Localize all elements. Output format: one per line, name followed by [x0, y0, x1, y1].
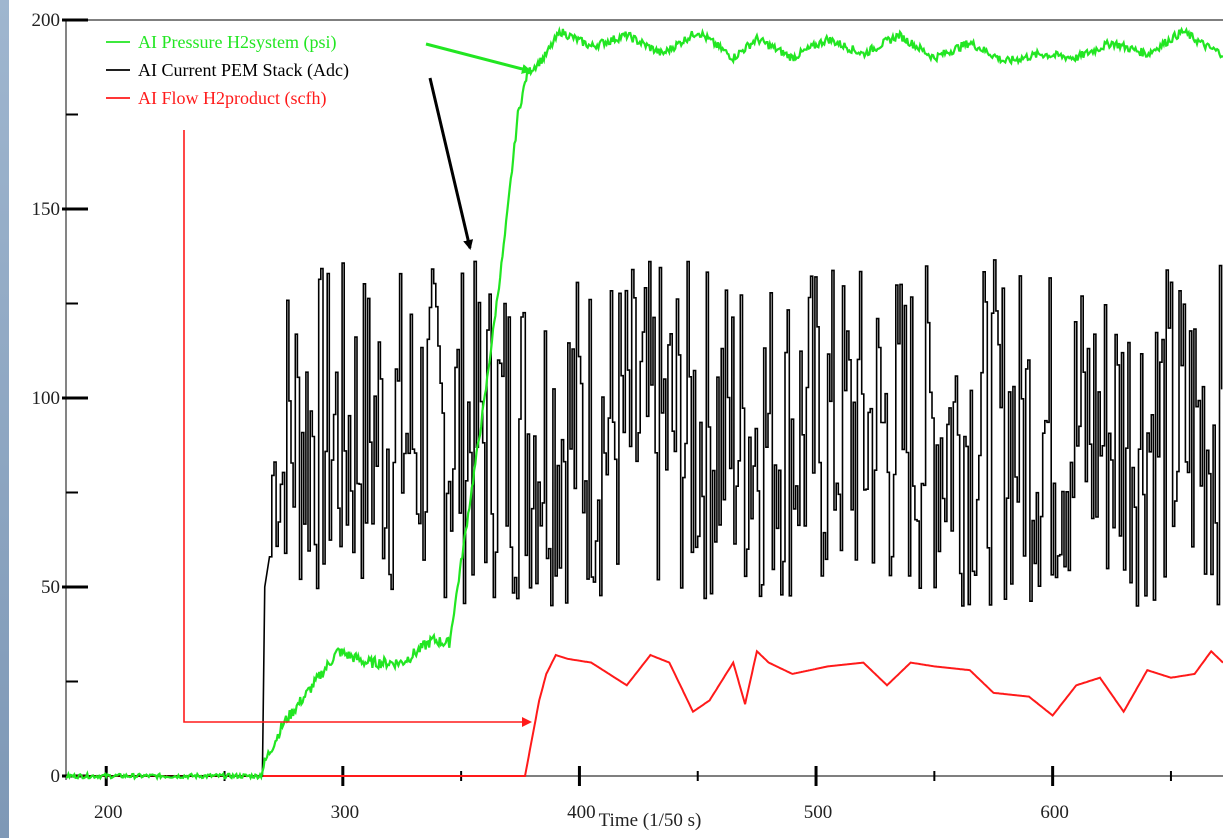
x-tick-label: 300 [331, 802, 360, 823]
legend-entry: AI Flow H2product (scfh) [138, 88, 326, 109]
chart-axes: 0 50 100 150 200 200 300 400 500 600 [32, 10, 1223, 823]
current-arrow [428, 77, 474, 250]
pressure-arrow [425, 42, 532, 74]
chart-legend: AI Pressure H2system (psi) AI Current PEM… [106, 32, 349, 109]
legend-arrows [183, 42, 532, 727]
series-layer [65, 26, 1223, 781]
y-tick-label: 50 [41, 577, 60, 598]
window-left-border [0, 0, 9, 838]
y-tick-label: 150 [32, 199, 61, 220]
legend-entry: AI Pressure H2system (psi) [138, 32, 336, 53]
series-line-flow-h2product [66, 649, 1223, 777]
series-line-current-pem-stack [66, 259, 1223, 777]
x-tick-label: 600 [1040, 802, 1069, 823]
y-tick-label: 200 [32, 10, 61, 31]
flow-arrow [183, 130, 532, 727]
x-axis-label: Time (1/50 s) [599, 810, 702, 831]
x-tick-label: 400 [567, 802, 596, 823]
x-tick-label: 200 [94, 802, 123, 823]
y-tick-label: 0 [51, 766, 61, 787]
legend-entry: AI Current PEM Stack (Adc) [138, 60, 349, 81]
x-tick-label: 500 [804, 802, 833, 823]
series-line-pressure-h2system [65, 26, 1223, 781]
y-tick-label: 100 [32, 388, 61, 409]
